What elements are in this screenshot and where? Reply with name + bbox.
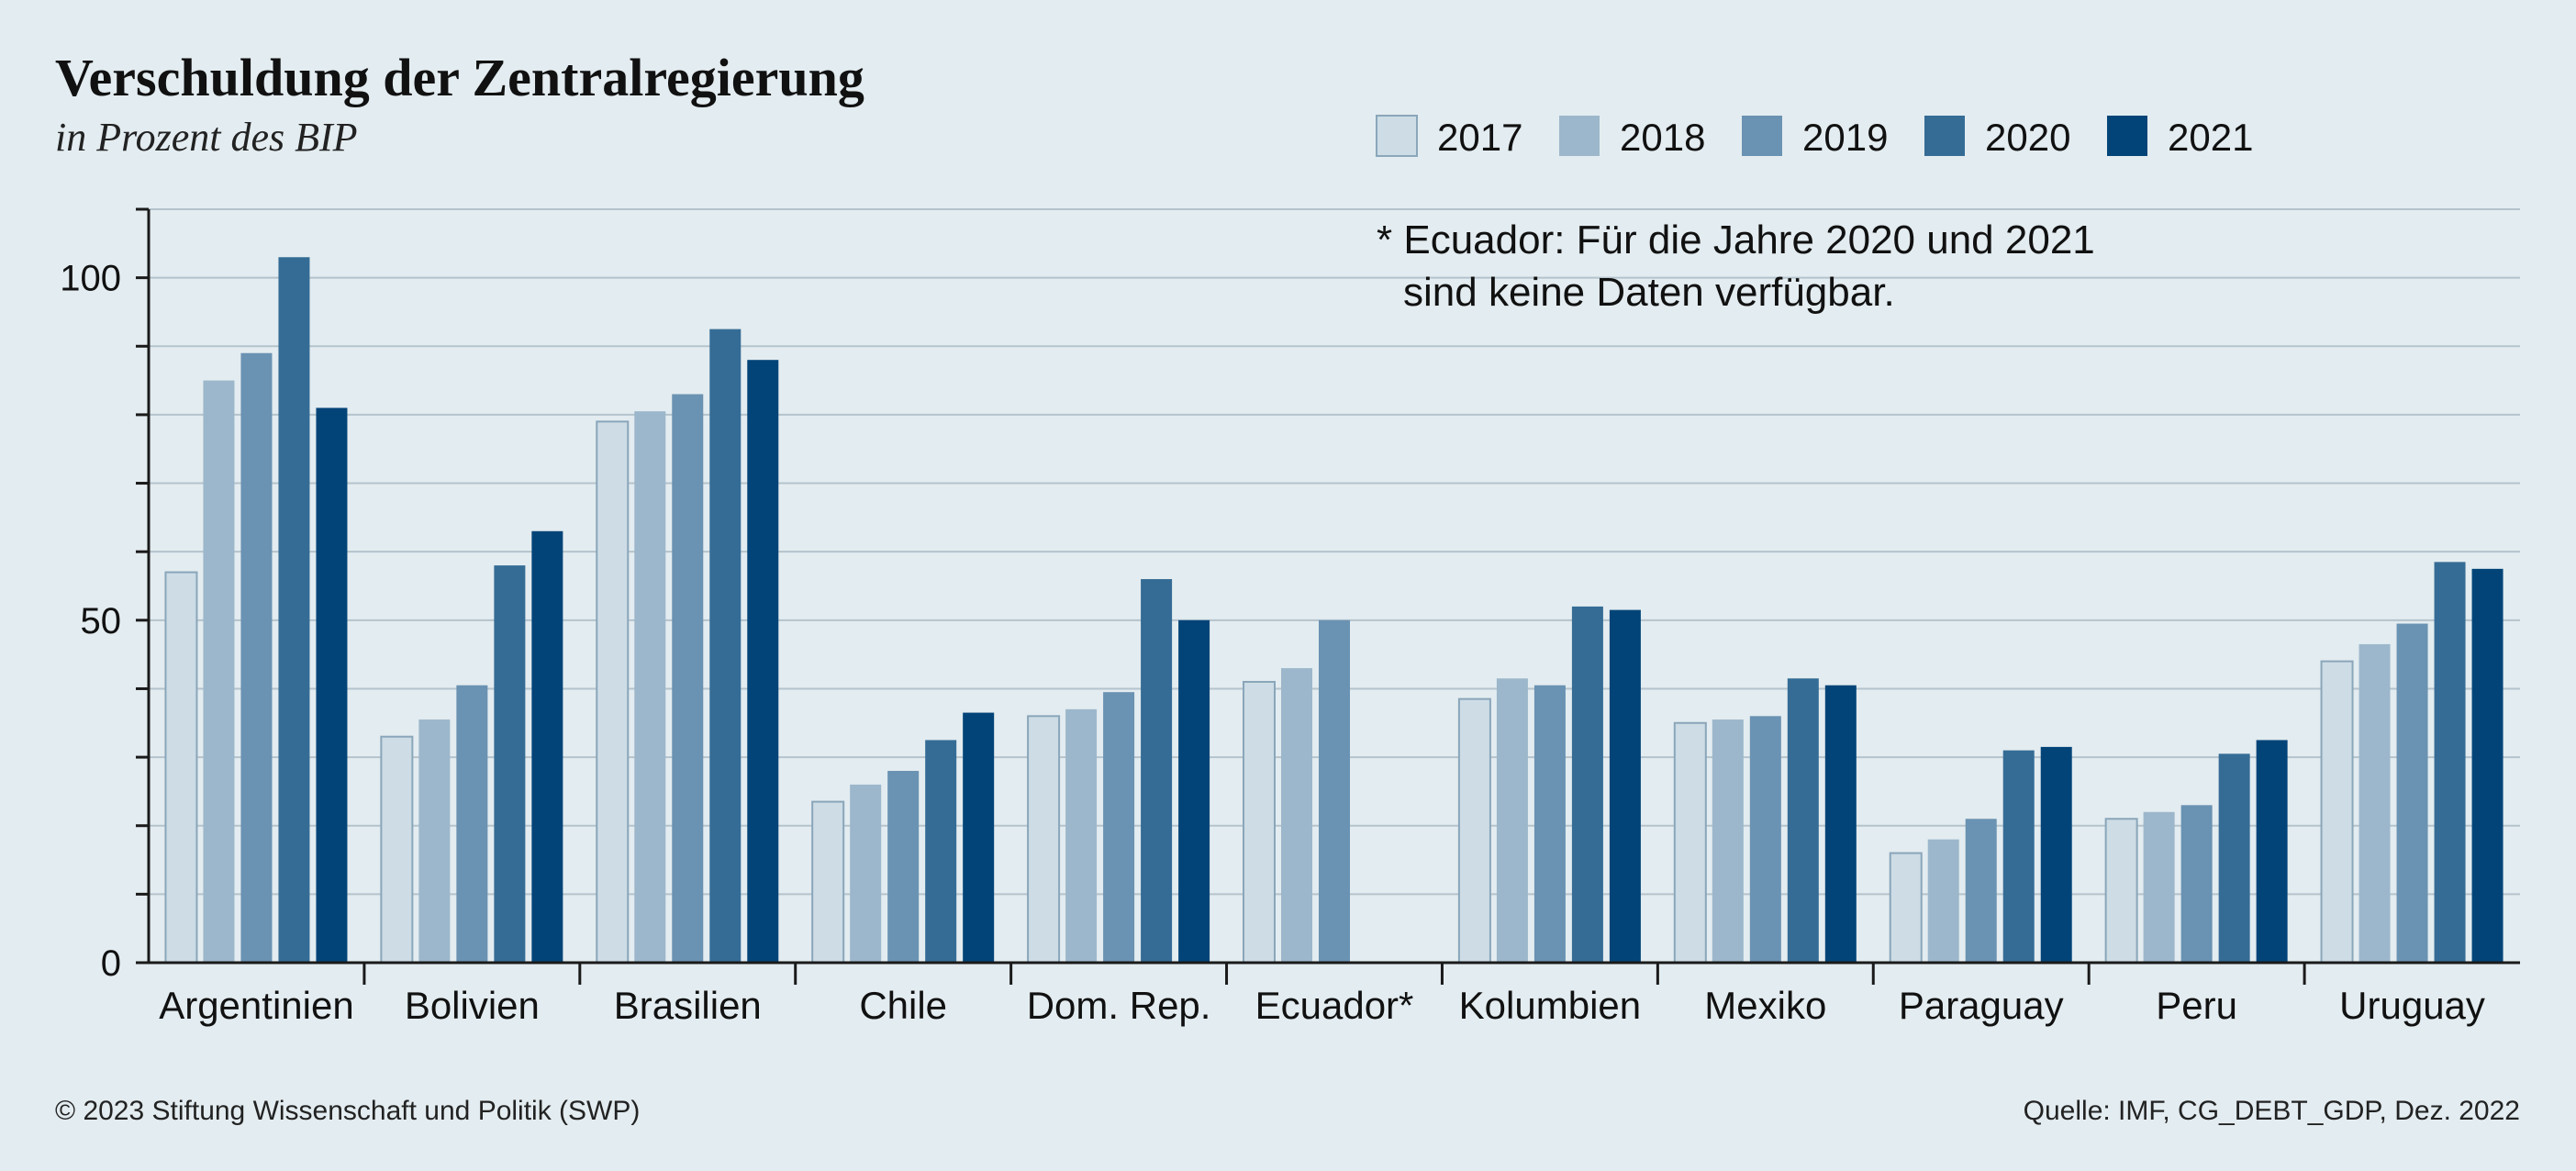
- bar: [456, 685, 488, 963]
- x-tick-label: Paraguay: [1899, 984, 2064, 1027]
- bar: [1749, 716, 1781, 963]
- x-tick-label: Argentinien: [159, 984, 353, 1027]
- bar: [164, 571, 198, 965]
- bar: [2359, 643, 2391, 963]
- bar: [887, 771, 920, 963]
- bar: [278, 257, 310, 963]
- legend-label: 2018: [1620, 116, 1705, 159]
- legend-swatch: [1559, 116, 1600, 156]
- bar: [2256, 740, 2288, 963]
- bar: [2002, 750, 2035, 963]
- axes: 0 50 100 Argentinien Bolivien Brasilien Chile D…: [60, 207, 2520, 1027]
- bar: [1965, 819, 1997, 963]
- x-tick-label: Bolivien: [405, 984, 540, 1027]
- bar: [1141, 579, 1173, 963]
- bar: [1571, 606, 1603, 963]
- legend-label: 2020: [1985, 116, 2070, 159]
- bar: [672, 394, 704, 963]
- x-tick-label: Ecuador*: [1255, 984, 1414, 1027]
- x-tick-label: Uruguay: [2339, 984, 2485, 1027]
- bar: [1243, 680, 1276, 964]
- bar: [1281, 668, 1312, 963]
- bar: [2396, 623, 2428, 963]
- bar: [2104, 818, 2138, 964]
- bar: [850, 784, 882, 963]
- bar: [240, 352, 273, 964]
- bar: [494, 565, 526, 963]
- y-tick-label: 100: [60, 259, 121, 299]
- bar: [963, 712, 995, 963]
- bar: [418, 719, 451, 963]
- x-tick-label: Chile: [859, 984, 947, 1027]
- legend-swatch: [1742, 116, 1782, 156]
- bar: [634, 411, 666, 964]
- bar: [1319, 619, 1350, 963]
- bar: [2180, 805, 2213, 963]
- bar: [925, 740, 957, 963]
- bar: [1178, 619, 1210, 963]
- chart-subtitle: in Prozent des BIP: [55, 115, 358, 160]
- bars: [164, 257, 2504, 965]
- bar: [2040, 746, 2072, 963]
- bar: [1065, 708, 1098, 963]
- bar: [1673, 721, 1707, 964]
- x-tick-label: Brasilien: [614, 984, 762, 1027]
- source-text: Quelle: IMF, CG_DEBT_GDP, Dez. 2022: [2024, 1096, 2520, 1126]
- x-tick-label: Mexiko: [1704, 984, 1826, 1027]
- bar: [596, 420, 630, 964]
- bar: [1712, 719, 1744, 963]
- bar: [2143, 811, 2175, 963]
- x-tick-label: Dom. Rep.: [1027, 984, 1211, 1027]
- bar: [1824, 685, 1857, 963]
- bar: [1609, 609, 1641, 963]
- x-tick-label: Peru: [2156, 984, 2237, 1027]
- bar: [316, 407, 348, 964]
- bar: [2471, 568, 2504, 963]
- bar: [1927, 839, 1959, 963]
- legend-swatch: [1376, 115, 1418, 157]
- legend-label: 2021: [2168, 116, 2253, 159]
- bar: [1457, 697, 1491, 965]
- note-line-2: sind keine Daten verfügbar.: [1403, 270, 1895, 315]
- bar: [2320, 660, 2354, 964]
- bar: [747, 360, 779, 963]
- bar: [811, 800, 845, 965]
- bar: [1103, 692, 1135, 963]
- bar: [531, 530, 563, 963]
- bar: [1496, 678, 1528, 963]
- chart-title: Verschuldung der Zentralregierung: [55, 48, 864, 107]
- bar: [203, 380, 235, 963]
- y-tick-label: 50: [81, 601, 122, 641]
- bar: [1889, 852, 1923, 965]
- legend-label: 2017: [1437, 116, 1522, 159]
- legend: 2017 2018 2019 2020 2021: [1376, 115, 2253, 159]
- bar: [1027, 715, 1061, 964]
- bar: [380, 735, 414, 965]
- legend-swatch: [1924, 116, 1965, 156]
- bar: [2218, 753, 2250, 963]
- x-tick-label: Kolumbien: [1459, 984, 1641, 1027]
- bar: [1787, 678, 1819, 963]
- bar: [1533, 685, 1566, 963]
- copyright-text: © 2023 Stiftung Wissenschaft und Politik…: [55, 1096, 640, 1126]
- legend-swatch: [2107, 116, 2147, 156]
- legend-label: 2019: [1802, 116, 1888, 159]
- y-tick-label: 0: [101, 943, 121, 984]
- bar: [2434, 562, 2466, 963]
- bar: [709, 329, 742, 963]
- note-line-1: * Ecuador: Für die Jahre 2020 und 2021: [1377, 217, 2095, 262]
